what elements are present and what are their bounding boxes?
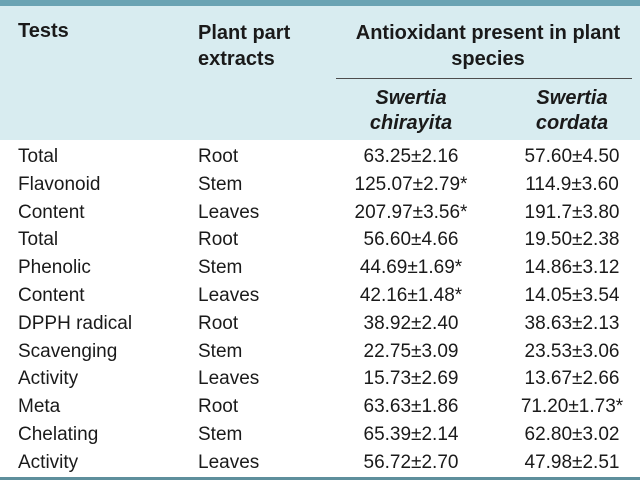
cell-test: DPPH radical [18, 312, 133, 334]
cell-test: Scavenging [18, 340, 118, 362]
cell-chirayita: 65.39±2.14 [363, 423, 459, 445]
table-row: DPPH radical Root 38.92±2.40 38.63±2.13 [0, 310, 640, 338]
top-border [0, 0, 640, 6]
header-plant-part: Plant part extracts [198, 20, 290, 72]
cell-part: Leaves [198, 284, 260, 306]
cell-chirayita: 44.69±1.69* [359, 257, 463, 279]
cell-part: Root [198, 146, 239, 167]
cell-test: Content [18, 284, 85, 306]
table-row: Total Root 56.60±4.66 19.50±2.38 [0, 226, 640, 254]
cell-cordata: 14.05±3.54 [524, 284, 620, 306]
cell-cordata: 62.80±3.02 [524, 423, 620, 445]
cell-cordata: 114.9±3.60 [525, 173, 619, 195]
header-antioxidant: Antioxidant present in plant species [336, 20, 640, 72]
cell-cordata: 38.63±2.13 [524, 312, 620, 334]
cell-part: Stem [198, 257, 243, 279]
header-divider [336, 78, 632, 79]
cell-part: Leaves [198, 201, 260, 223]
table-row: Chelating Stem 65.39±2.14 62.80±3.02 [0, 421, 640, 449]
header-species2-line2: cordata [535, 112, 609, 134]
cell-part: Leaves [198, 368, 260, 390]
cell-part: Stem [198, 340, 243, 362]
cell-chirayita: 15.73±2.69 [363, 368, 459, 390]
table-row: Phenolic Stem 44.69±1.69* 14.86±3.12 [0, 254, 640, 282]
cell-chirayita: 56.72±2.70 [363, 451, 459, 473]
cell-test: Total [18, 146, 59, 167]
cell-test: Phenolic [18, 257, 91, 279]
cell-test: Meta [18, 396, 61, 418]
cell-part: Root [198, 229, 239, 251]
table-row: Total Root 63.25±2.16 57.60±4.50 [0, 143, 640, 171]
cell-cordata: 71.20±1.73* [520, 396, 624, 418]
cell-test: Flavonoid [18, 173, 101, 195]
header-tests: Tests [18, 20, 69, 42]
cell-cordata: 19.50±2.38 [524, 229, 620, 251]
header-species1-line2: chirayita [369, 112, 453, 134]
cell-cordata: 14.86±3.12 [524, 257, 620, 279]
cell-chirayita: 63.63±1.86 [363, 396, 459, 418]
cell-cordata: 47.98±2.51 [524, 451, 620, 473]
table-header: Tests Plant part extracts Antioxidant pr… [0, 6, 640, 140]
cell-chirayita: 38.92±2.40 [363, 312, 459, 334]
header-species1-line1: Swertia [375, 87, 447, 109]
header-species-cordata: Swertia cordata [502, 86, 640, 136]
cell-cordata: 23.53±3.06 [524, 340, 620, 362]
table-body: Total Root 63.25±2.16 57.60±4.50 Flavono… [0, 143, 640, 477]
cell-test: Total [18, 229, 59, 251]
cell-test: Content [18, 201, 85, 223]
cell-test: Chelating [18, 423, 99, 445]
table-row: Activity Leaves 56.72±2.70 47.98±2.51 [0, 449, 640, 477]
header-antioxidant-line1: Antioxidant present in plant [355, 22, 621, 44]
cell-test: Activity [18, 368, 79, 390]
cell-test: Activity [18, 451, 79, 473]
cell-chirayita: 22.75±3.09 [363, 340, 459, 362]
table-row: Flavonoid Stem 125.07±2.79* 114.9±3.60 [0, 171, 640, 199]
cell-part: Root [198, 312, 239, 334]
table-row: Meta Root 63.63±1.86 71.20±1.73* [0, 393, 640, 421]
cell-cordata: 191.7±3.80 [524, 201, 620, 223]
cell-cordata: 13.67±2.66 [524, 368, 620, 390]
cell-chirayita: 42.16±1.48* [359, 284, 463, 306]
cell-chirayita: 63.25±2.16 [363, 146, 459, 167]
cell-part: Leaves [198, 451, 260, 473]
table-row: Content Leaves 42.16±1.48* 14.05±3.54 [0, 282, 640, 310]
table-row: Content Leaves 207.97±3.56* 191.7±3.80 [0, 199, 640, 227]
cell-cordata: 57.60±4.50 [524, 146, 620, 167]
header-species-chirayita: Swertia chirayita [336, 86, 486, 136]
header-plant-part-line2: extracts [198, 48, 275, 70]
table-row: Activity Leaves 15.73±2.69 13.67±2.66 [0, 365, 640, 393]
cell-part: Root [198, 396, 239, 418]
cell-chirayita: 207.97±3.56* [354, 201, 468, 223]
cell-part: Stem [198, 423, 243, 445]
header-species2-line1: Swertia [536, 87, 608, 109]
table-row: Scavenging Stem 22.75±3.09 23.53±3.06 [0, 338, 640, 366]
header-antioxidant-line2: species [451, 48, 525, 70]
header-plant-part-line1: Plant part [198, 22, 291, 44]
cell-chirayita: 56.60±4.66 [363, 229, 459, 251]
bottom-border [0, 477, 640, 480]
cell-part: Stem [198, 173, 243, 195]
cell-chirayita: 125.07±2.79* [354, 173, 468, 195]
